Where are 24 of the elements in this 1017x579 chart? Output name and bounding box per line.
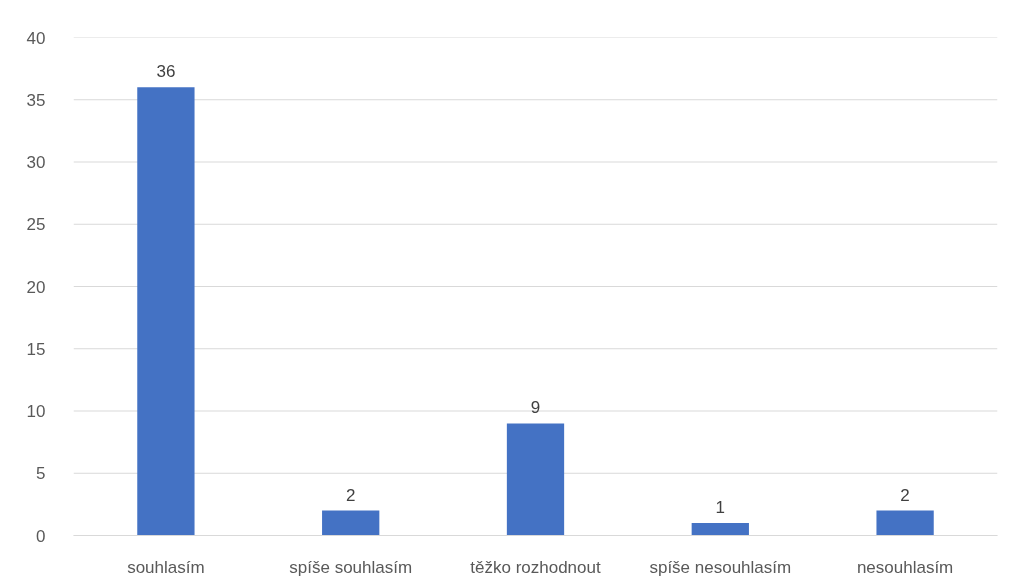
y-tick-label: 30 <box>26 153 46 172</box>
x-tick-label: spíše souhlasím <box>289 557 413 577</box>
x-tick-label: spíše nesouhlasím <box>649 557 792 577</box>
bar <box>691 523 749 536</box>
bar <box>137 87 195 536</box>
data-label: 36 <box>156 62 176 82</box>
y-tick-label: 40 <box>26 28 46 48</box>
y-tick-label: 5 <box>36 464 46 484</box>
data-label: 1 <box>715 498 726 518</box>
x-tick-label: souhlasím <box>127 557 205 577</box>
y-tick-label: 25 <box>26 215 46 235</box>
y-tick-label: 20 <box>26 277 46 297</box>
bar <box>506 423 565 536</box>
y-tick-label: 35 <box>26 90 46 110</box>
y-tick-label: 15 <box>26 339 46 359</box>
x-tick-label: těžko rozhodnout <box>470 557 601 577</box>
data-label: 9 <box>530 398 541 418</box>
x-tick-label: nesouhlasím <box>856 557 954 577</box>
y-tick-label: 0 <box>36 526 46 546</box>
data-label: 2 <box>345 485 356 505</box>
data-label: 2 <box>900 485 910 505</box>
bar <box>876 510 934 536</box>
y-tick-label: 10 <box>26 402 46 421</box>
bar <box>322 510 380 536</box>
